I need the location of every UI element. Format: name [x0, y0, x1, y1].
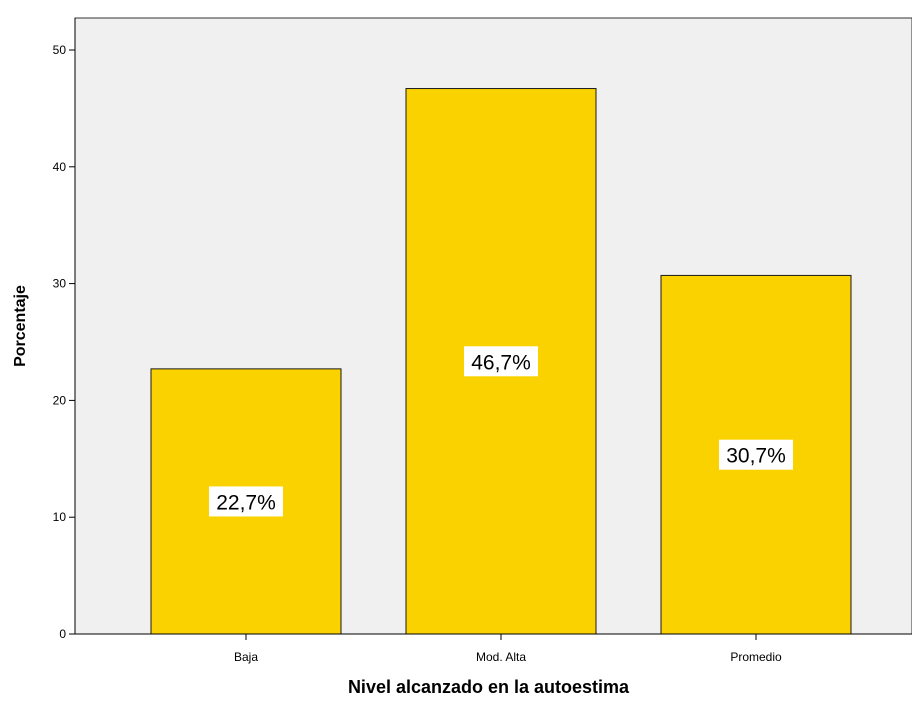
data-label-box [209, 486, 283, 517]
data-label-box [464, 346, 538, 377]
bars-group: 22,7% 46,7% 30,7% [150, 88, 852, 635]
y-tick-label: 50 [53, 43, 67, 57]
data-label-box [719, 439, 793, 470]
x-axis-title: Nivel alcanzado en la autoestima [348, 677, 630, 697]
y-axis-title: Porcentaje [12, 285, 29, 367]
x-axis: Baja Mod. Alta Promedio [75, 633, 912, 664]
data-label: 46,7% [471, 351, 531, 374]
y-tick-label: 10 [53, 510, 67, 524]
y-tick-label: 0 [59, 627, 66, 641]
y-tick-label: 30 [53, 277, 67, 291]
y-tick-label: 40 [53, 160, 67, 174]
x-tick-label: Baja [234, 650, 258, 664]
x-tick-label: Promedio [730, 650, 782, 664]
y-axis: 0 10 20 30 40 50 [53, 18, 76, 641]
x-tick-label: Mod. Alta [476, 650, 526, 664]
y-tick-label: 20 [53, 393, 67, 407]
data-label: 30,7% [726, 445, 786, 468]
data-label: 22,7% [216, 491, 276, 514]
